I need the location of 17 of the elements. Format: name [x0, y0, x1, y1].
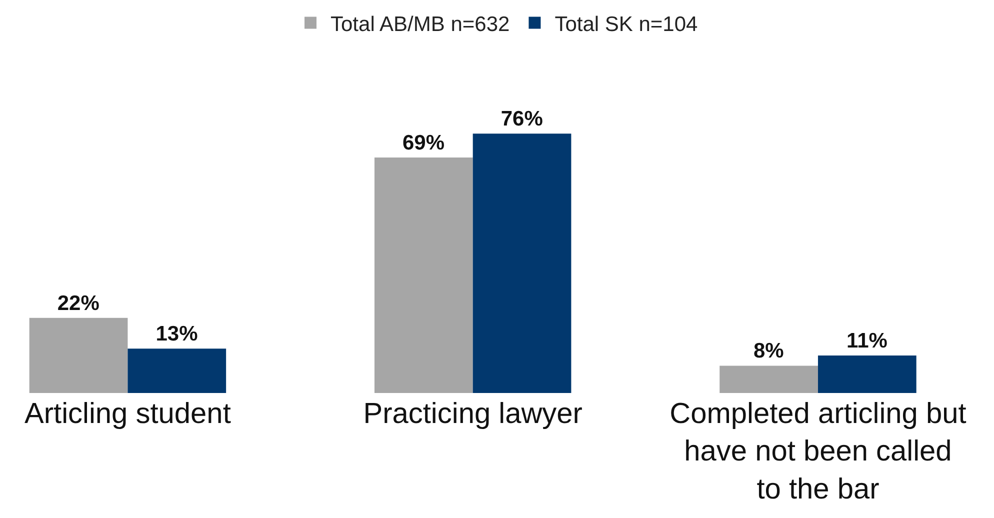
data-label: 11% [846, 329, 888, 352]
x-tick-label: Articling student [24, 398, 231, 430]
x-tick-label: Practicing lawyer [363, 398, 583, 430]
data-label: 13% [156, 322, 198, 346]
data-label: 22% [57, 292, 100, 315]
bar [374, 158, 473, 393]
bar [472, 134, 572, 393]
bar [29, 318, 128, 393]
bar [128, 348, 226, 393]
legend-label: Total AB/MB n=632 [330, 12, 510, 36]
data-label: 8% [753, 340, 784, 363]
data-label: 69% [402, 132, 445, 155]
bar [818, 355, 916, 393]
x-tick-label: Completed articling but have not been called to the bar [670, 398, 966, 506]
legend-label: Total SK n=104 [554, 12, 698, 36]
bar [720, 366, 818, 393]
data-label: 76% [500, 108, 544, 131]
